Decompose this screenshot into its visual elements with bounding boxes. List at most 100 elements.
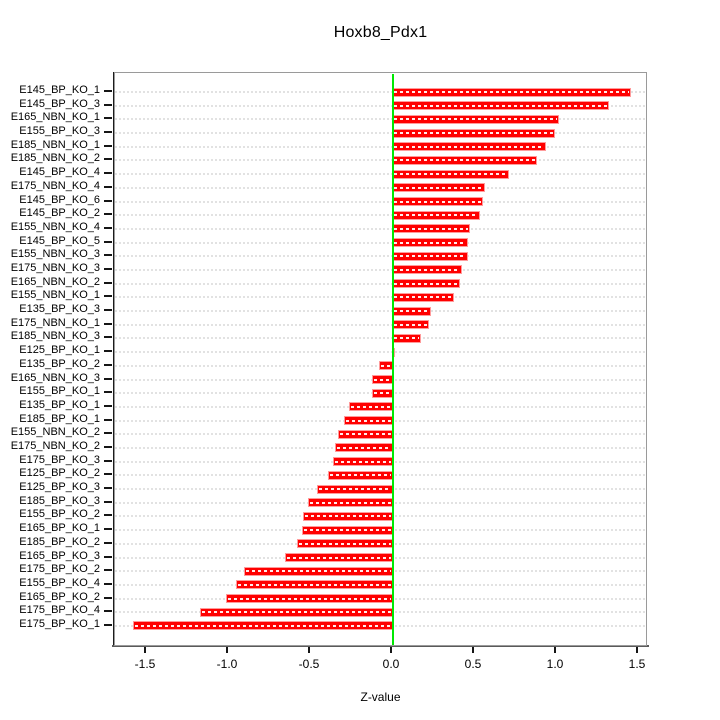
gridline [115,296,646,299]
bar-E145_BP_KO_4 [392,169,510,179]
bar-stripe [394,296,452,299]
bar-stripe [394,200,482,203]
bar-E145_BP_KO_2 [392,210,480,220]
bar-stripe [228,597,391,600]
y-tick [104,281,112,284]
gridline [115,132,646,135]
y-label-E135_BP_KO_1: E135_BP_KO_1 [19,398,100,411]
bar-E165_NBN_KO_2 [392,279,461,289]
y-tick [104,487,112,490]
bar-E165_NBN_KO_3 [372,375,393,385]
bar-E185_NBN_KO_2 [392,155,538,165]
y-label-E135_BP_KO_3: E135_BP_KO_3 [19,303,100,316]
bar-E165_BP_KO_2 [226,594,393,604]
bar-E175_NBN_KO_2 [334,443,393,453]
bar-stripe [380,364,391,367]
y-label-E145_BP_KO_3: E145_BP_KO_3 [19,97,100,110]
bar-stripe [318,488,391,491]
x-tick-label: 1.5 [628,657,646,671]
y-label-E125_BP_KO_1: E125_BP_KO_1 [19,344,100,357]
gridline [115,104,646,107]
gridline [115,173,646,176]
gridline [115,91,646,93]
x-tick-label: 1.0 [546,657,564,671]
gridline [115,159,646,162]
gridline [115,118,646,121]
bar-stripe [394,214,478,217]
y-label-E175_NBN_KO_4: E175_NBN_KO_4 [10,179,100,192]
y-tick [104,391,112,394]
y-tick [104,432,112,435]
bar-E155_BP_KO_4 [236,580,393,590]
y-tick [104,199,112,202]
x-axis-title: Z-value [360,690,401,704]
gridline [115,268,646,271]
y-tick [104,322,112,325]
y-label-E155_NBN_KO_2: E155_NBN_KO_2 [10,426,100,439]
y-label-E175_BP_KO_3: E175_BP_KO_3 [19,453,100,466]
y-tick [104,267,112,270]
bar-stripe [330,474,391,477]
y-tick [104,555,112,558]
bar-stripe [134,624,391,627]
bar-stripe [394,173,508,176]
x-axis-line [112,645,649,647]
bar-E185_BP_KO_2 [296,539,393,549]
y-label-E145_BP_KO_5: E145_BP_KO_5 [19,234,100,247]
y-tick [104,363,112,366]
bar-stripe [394,186,483,189]
bar-stripe [394,241,467,244]
bar-stripe [394,323,428,326]
x-tick-label: -1.5 [134,657,156,671]
y-tick [104,144,112,147]
gridline [115,227,646,230]
y-tick [104,309,112,312]
y-label-E155_BP_KO_1: E155_BP_KO_1 [19,385,100,398]
y-tick [104,377,112,380]
y-tick [104,459,112,462]
bar-stripe [394,91,629,93]
gridline [115,323,646,326]
gridline [115,282,646,285]
x-tick [144,647,146,653]
y-label-E165_BP_KO_2: E165_BP_KO_2 [19,590,100,603]
bar-stripe [305,515,391,518]
y-tick [104,541,112,544]
y-label-E175_BP_KO_2: E175_BP_KO_2 [19,563,100,576]
gridline [115,214,646,217]
bar-E155_BP_KO_2 [303,511,393,521]
y-tick [104,473,112,476]
x-tick [554,647,556,653]
bar-stripe [394,337,419,340]
bar-stripe [394,282,459,285]
bar-stripe [394,255,467,258]
bar-E135_BP_KO_3 [392,306,431,316]
bar-stripe [374,378,391,381]
bar-stripe [310,501,391,504]
bar-stripe [298,542,391,545]
bar-E165_NBN_KO_1 [392,114,559,124]
bar-E175_NBN_KO_3 [392,265,462,275]
y-tick [104,418,112,421]
y-tick [104,131,112,134]
y-tick [104,623,112,626]
bar-stripe [202,611,391,614]
y-label-E175_BP_KO_4: E175_BP_KO_4 [19,604,100,617]
y-tick [104,295,112,298]
bar-stripe [351,405,391,408]
bar-stripe [334,460,391,463]
y-label-E155_BP_KO_2: E155_BP_KO_2 [19,508,100,521]
y-label-E155_NBN_KO_1: E155_NBN_KO_1 [10,289,100,302]
bar-E185_BP_KO_3 [308,498,393,508]
y-label-E175_NBN_KO_3: E175_NBN_KO_3 [10,261,100,274]
bar-E175_NBN_KO_1 [392,320,430,330]
y-label-E145_BP_KO_1: E145_BP_KO_1 [19,84,100,96]
bar-E155_BP_KO_1 [372,388,393,398]
gridline [115,145,646,148]
bar-stripe [394,268,460,271]
y-tick [104,445,112,448]
y-label-E165_BP_KO_1: E165_BP_KO_1 [19,522,100,535]
y-label-E175_BP_KO_1: E175_BP_KO_1 [19,617,100,630]
y-label-E185_NBN_KO_2: E185_NBN_KO_2 [10,152,100,165]
